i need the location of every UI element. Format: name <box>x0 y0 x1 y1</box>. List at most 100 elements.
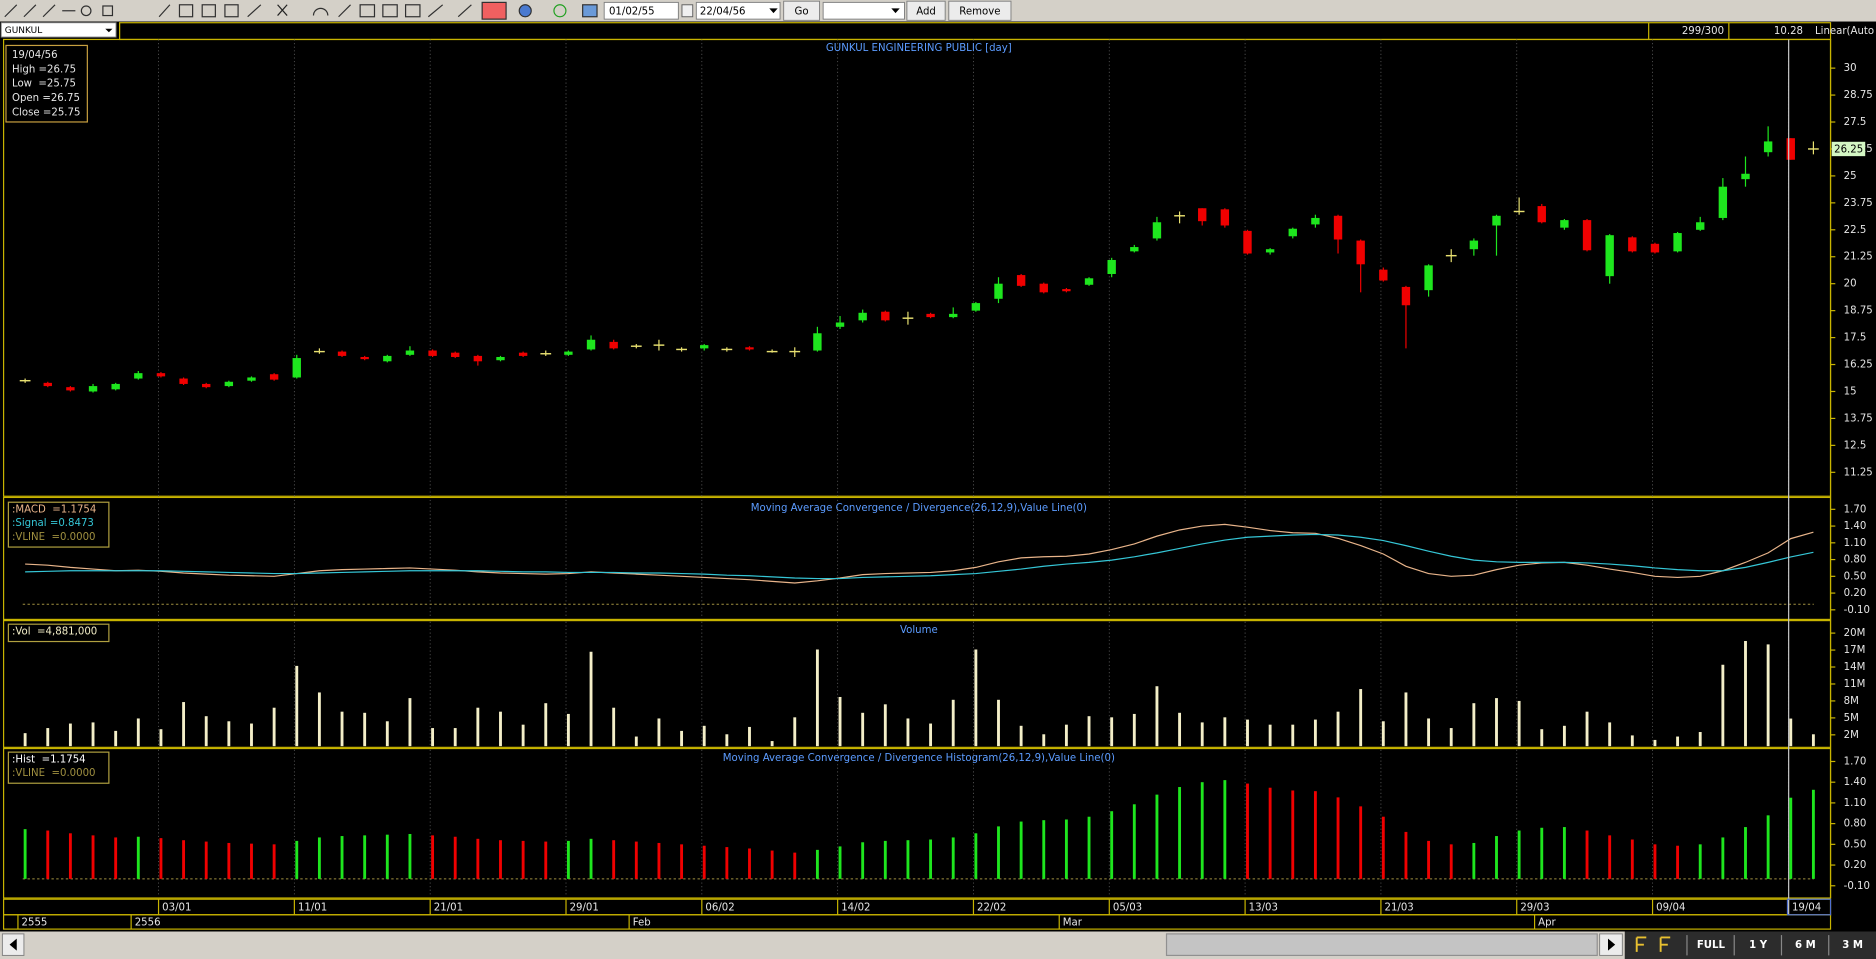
dropdown-arrow[interactable] <box>105 28 113 33</box>
scale-mode[interactable]: Linear(Auto <box>1815 26 1874 37</box>
range-button[interactable]: 6 M <box>1795 940 1816 951</box>
bar <box>657 718 661 747</box>
zoom-in-icon[interactable] <box>1635 936 1647 952</box>
candle-body <box>1062 289 1071 292</box>
x-tick-label: 19/04 <box>1792 903 1821 914</box>
y-tick-label: 16.25 <box>1844 360 1873 371</box>
tool-ray[interactable] <box>23 4 37 18</box>
bar <box>1630 735 1634 747</box>
y-tick-label: 0.80 <box>1844 555 1867 566</box>
go-button[interactable] <box>783 0 821 21</box>
tool-pen[interactable] <box>158 4 171 18</box>
remove-button[interactable] <box>948 0 1012 21</box>
tool-grid[interactable] <box>359 4 376 18</box>
y-tick-label: 0.50 <box>1844 571 1867 582</box>
tool-rect[interactable] <box>102 5 114 17</box>
candle-body <box>1763 141 1773 153</box>
remove-label[interactable]: Remove <box>959 6 1000 17</box>
bar <box>1042 820 1046 879</box>
bar <box>159 838 163 879</box>
bar <box>204 841 208 879</box>
tool-fan[interactable] <box>247 4 262 18</box>
tool-channel[interactable] <box>224 4 239 18</box>
candle-body <box>43 382 52 387</box>
bar <box>1495 698 1498 747</box>
tool-image[interactable] <box>582 4 598 18</box>
bar <box>1178 787 1182 879</box>
y-tick-label: 20M <box>1844 628 1866 639</box>
y-tick-label: 0.80 <box>1844 819 1867 830</box>
range-button[interactable]: 3 M <box>1842 940 1863 951</box>
scroll-thumb[interactable] <box>1165 933 1598 957</box>
tool-wave[interactable] <box>457 4 472 18</box>
symbol-box[interactable] <box>0 22 117 38</box>
arrow-right[interactable] <box>1608 938 1616 951</box>
tool-circle[interactable] <box>80 5 92 17</box>
candle-body <box>66 387 75 391</box>
dropdown-arrow[interactable] <box>891 8 900 14</box>
tool-clock[interactable] <box>518 4 532 18</box>
arrow-left[interactable] <box>9 938 17 951</box>
bar <box>295 665 299 747</box>
bar <box>1698 732 1702 747</box>
to-date-box[interactable] <box>695 1 781 20</box>
bar <box>453 836 457 879</box>
candle-body <box>156 373 166 377</box>
tool-trend[interactable] <box>338 4 351 18</box>
calendar-icon[interactable] <box>681 4 694 18</box>
add-label[interactable]: Add <box>916 6 936 17</box>
bar <box>1721 837 1725 879</box>
legend-entry: :VLINE =0.0000 <box>12 532 96 543</box>
go-label[interactable]: Go <box>795 6 809 17</box>
from-date-box[interactable] <box>603 1 679 20</box>
to-date[interactable]: 22/04/56 <box>700 6 746 17</box>
candle-body <box>111 383 120 390</box>
tool-line[interactable] <box>4 4 18 18</box>
period-label: 2555 <box>22 918 48 929</box>
range-button[interactable]: 1 Y <box>1749 940 1768 951</box>
candle-body <box>405 350 415 355</box>
symbol[interactable]: GUNKUL <box>5 26 42 36</box>
bar <box>46 830 50 879</box>
tool-fib2[interactable] <box>201 4 216 18</box>
range-button[interactable]: FULL <box>1697 940 1726 951</box>
bar <box>408 698 412 747</box>
bar <box>272 707 276 747</box>
tool-refresh[interactable] <box>553 4 567 18</box>
tool-cross[interactable] <box>427 4 444 18</box>
bar <box>883 704 887 747</box>
legend-entry: :VLINE =0.0000 <box>12 768 96 779</box>
from-date[interactable]: 01/02/55 <box>609 6 655 17</box>
x-tick-label: 13/03 <box>1249 903 1278 914</box>
bar <box>1427 840 1431 879</box>
zoom-out-icon[interactable] <box>1659 936 1671 952</box>
indicator-line <box>25 533 1814 580</box>
bar <box>1495 836 1498 879</box>
tool-table[interactable] <box>404 4 421 18</box>
bar <box>929 839 933 879</box>
bar <box>1223 717 1227 747</box>
y-tick-label: 17M <box>1844 645 1866 656</box>
tool-extend[interactable] <box>42 4 56 18</box>
bar <box>1178 712 1182 747</box>
tool-delete-b[interactable] <box>277 4 288 16</box>
bar <box>499 840 502 879</box>
add-button[interactable] <box>906 0 946 21</box>
bar <box>1789 797 1793 879</box>
tooltip-open: Open =26.75 <box>12 93 80 104</box>
bar <box>476 838 480 879</box>
tool-fib[interactable] <box>178 4 194 18</box>
dropdown-arrow[interactable] <box>769 8 778 14</box>
bar <box>1313 791 1317 879</box>
x-tick-label: 09/04 <box>1656 903 1685 914</box>
indicator-select[interactable] <box>822 1 905 20</box>
tool-arc[interactable] <box>312 7 329 16</box>
range-buttons: FULL 1 Y 6 M 3 M <box>1686 935 1863 956</box>
x-tick-label: 03/01 <box>162 903 191 914</box>
bar <box>1132 713 1136 747</box>
tool-bars[interactable] <box>382 4 398 18</box>
candle-body <box>1130 247 1139 252</box>
y-tick-label: 2M <box>1844 730 1859 741</box>
tool-magnet[interactable] <box>481 1 507 20</box>
candle-body <box>1311 217 1320 225</box>
